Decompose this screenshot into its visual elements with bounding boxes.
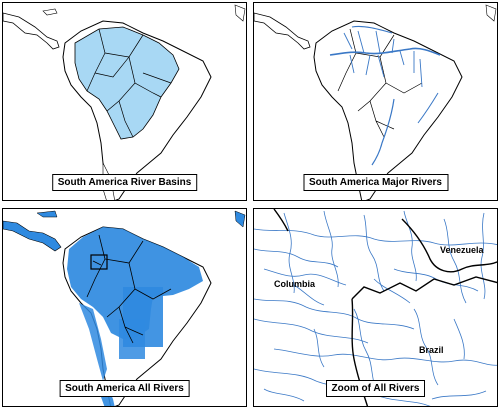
central-america-landmass (3, 220, 62, 252)
major-river-amazon (329, 47, 441, 56)
caribbean-island (42, 8, 58, 16)
panel-river-basins: South America River Basins (2, 2, 247, 201)
central-america-landmass (3, 12, 60, 50)
corner-island (234, 4, 246, 22)
label-venezuela: Venezuela (440, 245, 484, 255)
map-river-basins (3, 4, 246, 200)
panel-all-rivers: South America All Rivers (2, 208, 247, 407)
central-america-landmass (254, 12, 311, 50)
south-america-outline (313, 20, 463, 200)
map-major-rivers (254, 4, 497, 200)
caption-zoom-rivers: Zoom of All Rivers (325, 380, 426, 397)
basin-border-lines (86, 28, 172, 138)
country-borders (337, 28, 423, 138)
corner-island (234, 210, 246, 228)
major-river-tributaries (343, 30, 423, 88)
basin-area (74, 26, 180, 140)
panel-zoom-rivers: Columbia Venezuela Brazil Zoom of All Ri… (253, 208, 498, 407)
label-brazil: Brazil (419, 345, 444, 355)
major-river-parana (371, 98, 395, 166)
caption-river-basins: South America River Basins (51, 174, 198, 191)
label-columbia: Columbia (274, 279, 316, 289)
major-river-sao-francisco (417, 92, 439, 124)
dense-rivers-block-south (119, 319, 145, 359)
zoom-extent-box (90, 254, 108, 270)
river-network (254, 210, 497, 406)
caption-major-rivers: South America Major Rivers (302, 174, 449, 191)
dense-rivers-west (79, 303, 107, 381)
panel-major-rivers: South America Major Rivers (253, 2, 498, 201)
caption-all-rivers: South America All Rivers (59, 380, 190, 397)
major-river-orinoco (351, 25, 393, 34)
caribbean-island (36, 210, 58, 218)
corner-island (485, 4, 497, 22)
map-zoom-rivers (254, 209, 497, 406)
map-all-rivers (3, 210, 246, 406)
